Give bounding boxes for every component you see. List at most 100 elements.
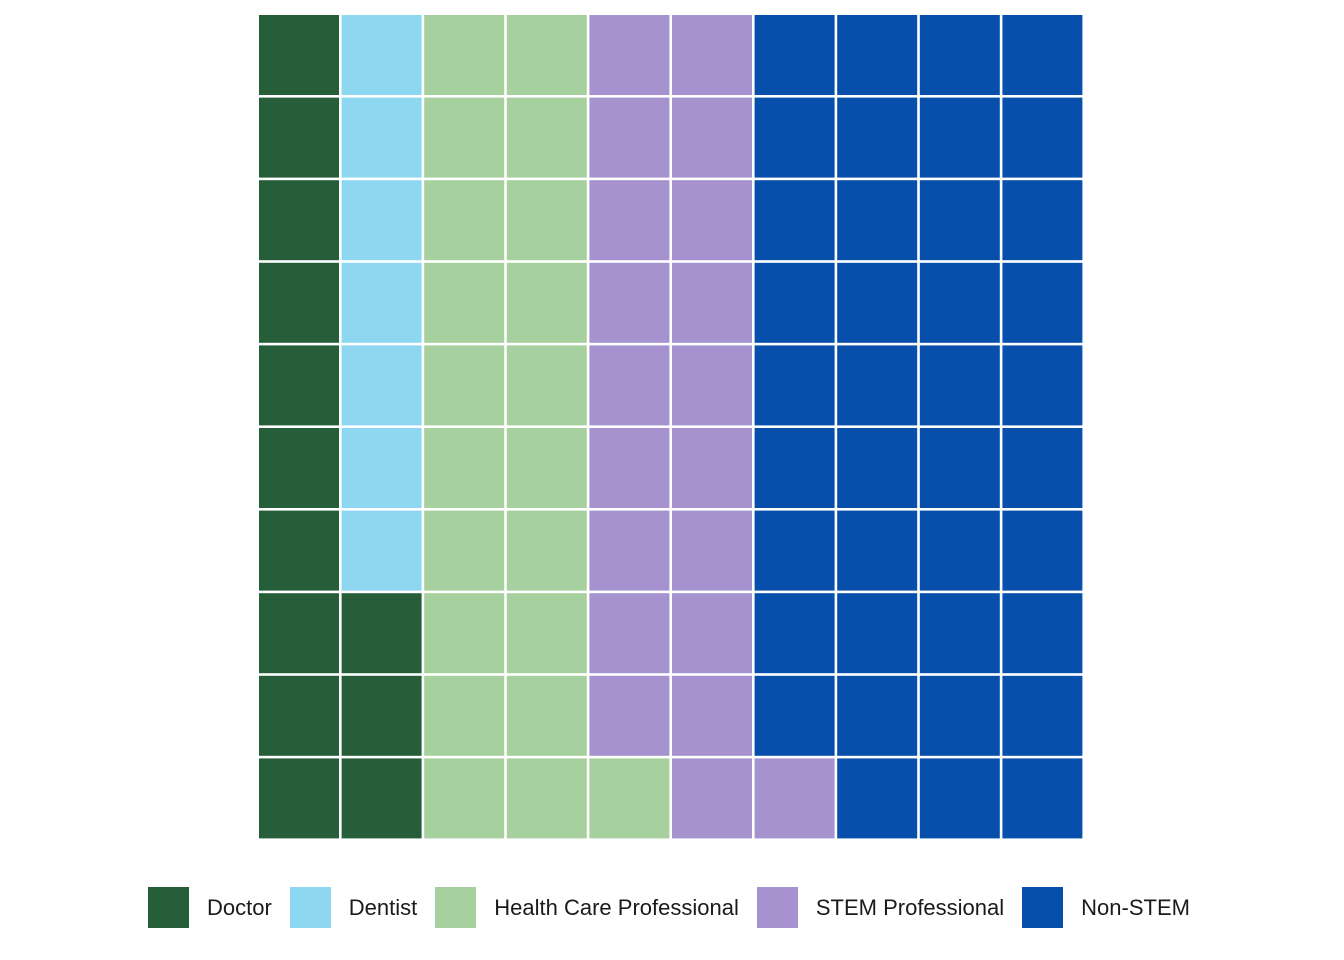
waffle-cell-non-stem <box>919 97 1000 178</box>
waffle-cell-stem-professional <box>672 262 752 343</box>
waffle-cell-stem-professional <box>672 675 752 756</box>
waffle-cell-non-stem <box>754 15 835 95</box>
waffle-cell-non-stem <box>919 510 1000 591</box>
waffle-cell-doctor <box>259 675 339 756</box>
waffle-cell-stem-professional <box>589 675 670 756</box>
waffle-cell-dentist <box>341 262 422 343</box>
waffle-cell-doctor <box>259 510 339 591</box>
waffle-cell-non-stem <box>754 593 835 674</box>
waffle-cell-doctor <box>341 758 422 839</box>
waffle-cell-health-care-professional <box>506 97 587 178</box>
waffle-cell-health-care-professional <box>424 262 505 343</box>
legend-item-dentist: Dentist <box>289 887 418 928</box>
waffle-cell-stem-professional <box>672 180 752 261</box>
waffle-cell-non-stem <box>919 675 1000 756</box>
waffle-cell-health-care-professional <box>424 15 505 95</box>
waffle-cell-health-care-professional <box>424 345 505 426</box>
waffle-cell-dentist <box>341 428 422 508</box>
waffle-cell-stem-professional <box>672 758 752 839</box>
waffle-cell-health-care-professional <box>424 758 505 839</box>
waffle-cell-doctor <box>259 428 339 508</box>
waffle-cell-stem-professional <box>589 97 670 178</box>
waffle-cell-non-stem <box>837 510 918 591</box>
legend-item-health-care-professional: Health Care Professional <box>435 887 739 928</box>
waffle-cell-stem-professional <box>672 15 752 95</box>
waffle-cell-non-stem <box>837 345 918 426</box>
legend-label-health-care-professional: Health Care Professional <box>494 894 739 920</box>
waffle-cell-non-stem <box>919 593 1000 674</box>
legend-label-doctor: Doctor <box>207 894 272 920</box>
waffle-cell-non-stem <box>754 262 835 343</box>
waffle-cell-stem-professional <box>589 262 670 343</box>
waffle-cell-health-care-professional <box>506 675 587 756</box>
waffle-cell-non-stem <box>1002 180 1083 261</box>
waffle-cell-non-stem <box>1002 428 1083 508</box>
waffle-cell-non-stem <box>837 593 918 674</box>
waffle-cell-stem-professional <box>589 510 670 591</box>
waffle-cell-health-care-professional <box>424 97 505 178</box>
waffle-cell-stem-professional <box>754 758 835 839</box>
legend-swatch-health-care-professional <box>435 887 477 928</box>
waffle-cell-non-stem <box>1002 262 1083 343</box>
waffle-cell-health-care-professional <box>506 180 587 261</box>
waffle-cell-stem-professional <box>589 345 670 426</box>
waffle-cell-health-care-professional <box>506 593 587 674</box>
waffle-cell-health-care-professional <box>506 510 587 591</box>
waffle-cell-health-care-professional <box>424 180 505 261</box>
waffle-cell-non-stem <box>754 428 835 508</box>
waffle-cell-non-stem <box>837 15 918 95</box>
waffle-cell-health-care-professional <box>506 758 587 839</box>
legend-item-stem-professional: STEM Professional <box>756 887 1004 928</box>
waffle-cell-dentist <box>341 510 422 591</box>
waffle-cell-non-stem <box>1002 510 1083 591</box>
waffle-cell-dentist <box>341 345 422 426</box>
waffle-cell-doctor <box>341 593 422 674</box>
legend-label-non-stem: Non-STEM <box>1081 894 1190 920</box>
waffle-cell-stem-professional <box>672 593 752 674</box>
legend-swatch-dentist <box>289 887 331 928</box>
waffle-cell-health-care-professional <box>424 593 505 674</box>
waffle-cell-doctor <box>341 675 422 756</box>
waffle-cell-non-stem <box>1002 675 1083 756</box>
waffle-cell-non-stem <box>1002 345 1083 426</box>
waffle-cell-health-care-professional <box>424 675 505 756</box>
waffle-cell-non-stem <box>754 97 835 178</box>
waffle-cell-non-stem <box>837 675 918 756</box>
legend-item-non-stem: Non-STEM <box>1022 887 1190 928</box>
waffle-cell-health-care-professional <box>424 428 505 508</box>
waffle-cell-non-stem <box>754 510 835 591</box>
waffle-cell-health-care-professional <box>424 510 505 591</box>
legend-swatch-doctor <box>148 887 189 928</box>
waffle-cell-stem-professional <box>589 180 670 261</box>
legend-label-dentist: Dentist <box>348 894 418 920</box>
legend-swatch-stem-professional <box>756 887 798 928</box>
waffle-cell-stem-professional <box>672 428 752 508</box>
waffle-cell-non-stem <box>837 97 918 178</box>
waffle-cell-health-care-professional <box>506 15 587 95</box>
waffle-cell-non-stem <box>919 345 1000 426</box>
waffle-cell-non-stem <box>919 758 1000 839</box>
legend-swatch-non-stem <box>1022 887 1064 928</box>
waffle-cell-non-stem <box>1002 758 1083 839</box>
waffle-cell-health-care-professional <box>506 345 587 426</box>
waffle-cell-doctor <box>259 262 339 343</box>
waffle-cell-doctor <box>259 180 339 261</box>
waffle-cell-stem-professional <box>589 593 670 674</box>
waffle-cell-stem-professional <box>672 345 752 426</box>
waffle-cell-stem-professional <box>672 97 752 178</box>
waffle-cell-dentist <box>341 180 422 261</box>
waffle-cell-non-stem <box>837 262 918 343</box>
waffle-cell-non-stem <box>1002 97 1083 178</box>
waffle-cell-health-care-professional <box>506 262 587 343</box>
legend-item-doctor: Doctor <box>148 887 272 928</box>
waffle-cell-stem-professional <box>589 428 670 508</box>
waffle-cell-dentist <box>341 15 422 95</box>
waffle-cell-non-stem <box>919 180 1000 261</box>
waffle-cell-non-stem <box>837 758 918 839</box>
waffle-cell-doctor <box>259 97 339 178</box>
waffle-cell-non-stem <box>754 345 835 426</box>
waffle-cell-non-stem <box>919 262 1000 343</box>
waffle-cell-non-stem <box>754 675 835 756</box>
waffle-cell-dentist <box>341 97 422 178</box>
waffle-cell-doctor <box>259 15 339 95</box>
